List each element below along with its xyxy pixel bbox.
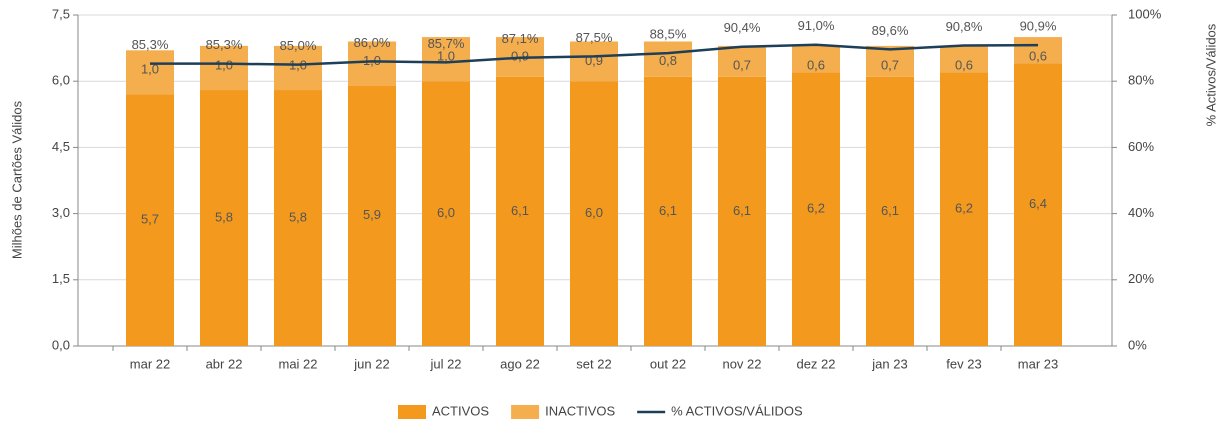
- y2-tick-label: 100%: [1128, 6, 1162, 21]
- y-tick-label: 1,5: [52, 271, 70, 286]
- line-value-label: 87,5%: [576, 30, 613, 45]
- bar: [570, 41, 618, 82]
- bar-value-label: 0,9: [511, 49, 529, 64]
- bar-value-label: 5,8: [289, 209, 307, 224]
- line-value-label: 85,3%: [132, 37, 169, 52]
- bar-value-label: 6,1: [511, 203, 529, 218]
- x-tick-label: set 22: [576, 356, 611, 371]
- y2-tick-label: 60%: [1128, 139, 1154, 154]
- bar-value-label: 5,9: [363, 207, 381, 222]
- bar: [200, 45, 248, 91]
- bar: [274, 45, 322, 91]
- line-value-label: 85,0%: [280, 38, 317, 53]
- bar: [940, 72, 988, 346]
- line-value-label: 86,0%: [354, 35, 391, 50]
- bar: [274, 90, 322, 346]
- bar: [644, 41, 692, 77]
- bar: [792, 45, 840, 73]
- legend-label: % ACTIVOS/VÁLIDOS: [671, 403, 803, 418]
- bar: [422, 81, 470, 346]
- bar: [348, 41, 396, 86]
- bar: [348, 85, 396, 346]
- y2-tick-label: 80%: [1128, 73, 1154, 88]
- bar-value-label: 0,8: [659, 53, 677, 68]
- bar-value-label: 6,0: [585, 205, 603, 220]
- bar-value-label: 0,7: [733, 57, 751, 72]
- y-tick-label: 0,0: [52, 337, 70, 352]
- line-value-label: 90,9%: [1020, 19, 1057, 34]
- x-tick-label: ago 22: [500, 356, 540, 371]
- y-axis-label: Milhões de Cartões Válidos: [9, 100, 24, 259]
- bar-value-label: 1,0: [437, 49, 455, 64]
- x-tick-label: jun 22: [353, 356, 389, 371]
- bar-value-label: 0,6: [807, 57, 825, 72]
- line-value-label: 88,5%: [650, 27, 687, 42]
- y-tick-label: 3,0: [52, 205, 70, 220]
- bar: [940, 45, 988, 73]
- bar: [718, 45, 766, 77]
- y-tick-label: 6,0: [52, 73, 70, 88]
- y2-axis-label: % Activos/Válidos: [1203, 23, 1218, 126]
- bar-value-label: 5,8: [215, 209, 233, 224]
- x-tick-label: mar 22: [130, 356, 170, 371]
- legend-label: ACTIVOS: [432, 403, 489, 418]
- x-tick-label: mai 22: [278, 356, 317, 371]
- bar-value-label: 6,2: [955, 201, 973, 216]
- bar-value-label: 6,0: [437, 205, 455, 220]
- line-value-label: 90,4%: [724, 20, 761, 35]
- bar: [200, 90, 248, 346]
- x-tick-label: out 22: [650, 356, 686, 371]
- x-tick-label: abr 22: [206, 356, 243, 371]
- x-tick-label: dez 22: [796, 356, 835, 371]
- bar-value-label: 6,1: [659, 203, 677, 218]
- bar: [866, 76, 914, 346]
- bar-value-label: 0,6: [1029, 49, 1047, 64]
- bar: [1014, 37, 1062, 64]
- bar: [644, 76, 692, 346]
- bar: [718, 76, 766, 346]
- bar-value-label: 6,2: [807, 201, 825, 216]
- legend-label: INACTIVOS: [545, 403, 615, 418]
- bar: [792, 72, 840, 346]
- bar-value-label: 5,7: [141, 212, 159, 227]
- x-tick-label: fev 23: [946, 356, 981, 371]
- bar: [1014, 63, 1062, 347]
- line-value-label: 90,8%: [946, 19, 983, 34]
- line-value-label: 89,6%: [872, 23, 909, 38]
- legend-swatch: [511, 405, 540, 419]
- bar-value-label: 1,0: [141, 62, 159, 77]
- bar-value-label: 6,1: [881, 203, 899, 218]
- legend-swatch: [398, 405, 426, 419]
- y2-tick-label: 20%: [1128, 271, 1154, 286]
- y-tick-label: 7,5: [52, 6, 70, 21]
- bar-value-label: 6,4: [1029, 196, 1047, 211]
- line-value-label: 87,1%: [502, 31, 539, 46]
- x-tick-label: nov 22: [722, 356, 761, 371]
- bar-value-label: 0,7: [881, 57, 899, 72]
- x-tick-label: jan 23: [871, 356, 907, 371]
- bar: [866, 45, 914, 77]
- bar-value-label: 0,6: [955, 57, 973, 72]
- x-tick-label: mar 23: [1018, 356, 1058, 371]
- y2-tick-label: 40%: [1128, 205, 1154, 220]
- bar: [126, 94, 174, 346]
- bar: [422, 37, 470, 82]
- bar: [126, 50, 174, 95]
- line: [150, 43, 1039, 66]
- x-tick-label: jul 22: [429, 356, 461, 371]
- line-value-label: 91,0%: [798, 18, 835, 33]
- y2-tick-label: 0%: [1128, 337, 1147, 352]
- bar: [496, 76, 544, 346]
- y-tick-label: 4,5: [52, 139, 70, 154]
- line-value-label: 85,3%: [206, 37, 243, 52]
- bar-value-label: 6,1: [733, 203, 751, 218]
- line-value-label: 85,7%: [428, 36, 465, 51]
- bar: [570, 81, 618, 346]
